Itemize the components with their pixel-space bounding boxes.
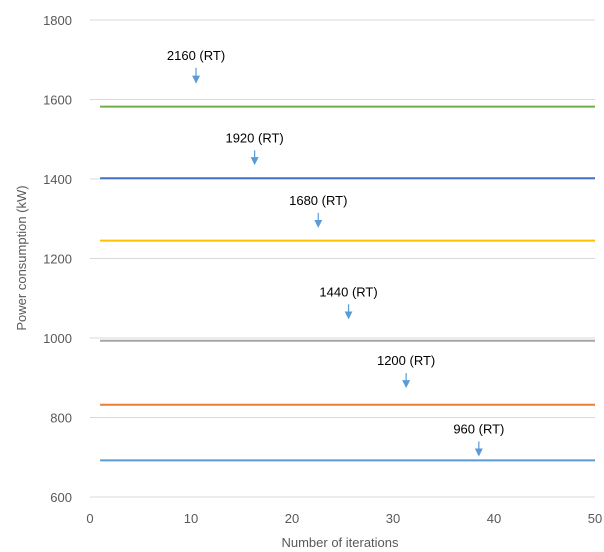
annotation-label: 1200 (RT) bbox=[377, 353, 435, 368]
annotation-label: 1680 (RT) bbox=[289, 193, 347, 208]
x-axis-title: Number of iterations bbox=[281, 535, 399, 550]
series-lines bbox=[100, 105, 595, 462]
y-tick-label: 600 bbox=[50, 490, 72, 505]
x-tick-label: 50 bbox=[588, 511, 602, 526]
gridlines bbox=[90, 19, 595, 418]
y-tick-label: 1400 bbox=[43, 172, 72, 187]
annotation-label: 960 (RT) bbox=[453, 421, 504, 436]
y-tick-label: 1800 bbox=[43, 13, 72, 28]
y-tick-label: 1200 bbox=[43, 252, 72, 267]
x-tick-label: 40 bbox=[487, 511, 501, 526]
x-tick-label: 30 bbox=[386, 511, 400, 526]
y-axis-tick-labels: 600 800 1000 1200 1400 1600 1800 bbox=[43, 13, 72, 505]
y-tick-label: 1600 bbox=[43, 93, 72, 108]
annotations: 2160 (RT) 1920 (RT) 1680 (RT) 1440 (RT) 1200… bbox=[167, 48, 504, 457]
y-tick-label: 1000 bbox=[43, 331, 72, 346]
y-axis-title: Power consumption (kW) bbox=[14, 185, 29, 330]
annotation-label: 2160 (RT) bbox=[167, 48, 225, 63]
y-tick-label: 800 bbox=[50, 411, 72, 426]
annotation-label: 1440 (RT) bbox=[319, 284, 377, 299]
x-tick-label: 0 bbox=[86, 511, 93, 526]
annotation-label: 1920 (RT) bbox=[225, 130, 283, 145]
x-tick-label: 20 bbox=[285, 511, 299, 526]
x-tick-label: 10 bbox=[184, 511, 198, 526]
x-axis-tick-labels: 0 10 20 30 40 50 bbox=[86, 511, 602, 526]
